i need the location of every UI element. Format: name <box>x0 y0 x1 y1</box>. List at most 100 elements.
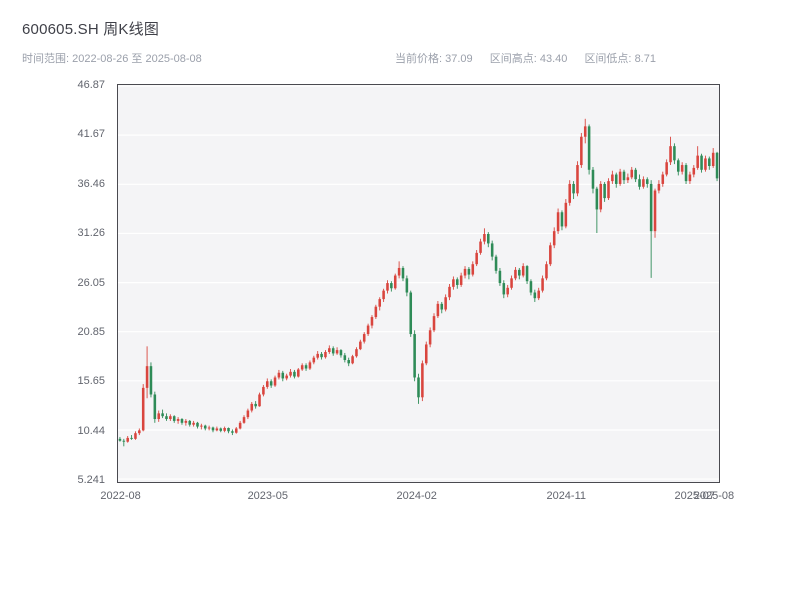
y-tick-label: 46.87 <box>77 79 105 92</box>
candle-body <box>176 419 180 421</box>
candle-body <box>549 245 552 265</box>
candle-body <box>130 437 133 439</box>
x-tick-label: 2024-02 <box>396 490 437 502</box>
candle-body <box>184 420 188 423</box>
candle-body <box>463 268 467 276</box>
candle-body <box>677 160 680 172</box>
candle-body <box>370 317 374 326</box>
candle-body <box>614 174 618 184</box>
candle-body <box>324 351 327 358</box>
candle-body <box>145 366 149 388</box>
candle-body <box>684 165 688 182</box>
price-stats: 当前价格: 37.09 区间高点: 43.40 区间低点: 8.71 <box>395 50 670 66</box>
y-tick-label: 26.05 <box>77 276 105 289</box>
candle-body <box>242 417 246 423</box>
candle-body <box>704 158 707 170</box>
x-tick-label: 2022-08 <box>100 490 141 502</box>
candle-body <box>343 355 347 361</box>
candle-body <box>347 360 350 364</box>
candle-body <box>293 371 296 377</box>
y-tick-label: 41.67 <box>77 128 105 141</box>
candle-body <box>521 266 525 276</box>
candle-body <box>572 183 575 194</box>
candle-body <box>533 292 537 299</box>
y-tick-label: 20.85 <box>77 325 105 338</box>
candle-body <box>200 425 203 427</box>
candle-body <box>300 365 304 370</box>
candle-body <box>285 375 288 379</box>
candle-body <box>487 233 490 244</box>
range-high-stat: 区间高点: 43.40 <box>489 53 568 65</box>
candle-body <box>374 306 378 318</box>
candle-body <box>711 152 715 167</box>
candle-body <box>289 371 292 376</box>
x-tick-label: 2024-11 <box>546 490 587 502</box>
candle-body <box>525 266 529 282</box>
candle-body <box>413 334 416 378</box>
candle-body <box>281 372 285 379</box>
candle-body <box>502 283 506 295</box>
current-price-stat: 当前价格: 37.09 <box>395 53 473 65</box>
candle-body <box>359 341 362 350</box>
candle-body <box>564 202 568 227</box>
candle-body <box>529 281 533 293</box>
candle-body <box>490 243 494 257</box>
candle-body <box>393 275 397 289</box>
candle-body <box>262 386 265 395</box>
candle-body <box>258 394 261 407</box>
candle-body <box>320 353 323 358</box>
candle-body <box>254 403 257 407</box>
candle-body <box>424 344 428 364</box>
candle-body <box>428 330 432 345</box>
candle-body <box>339 350 343 356</box>
candle-body <box>611 174 614 182</box>
candle-body <box>436 303 440 317</box>
candle-body <box>207 427 211 429</box>
candle-body <box>708 158 711 167</box>
range-low-stat: 区间低点: 8.71 <box>584 53 656 65</box>
y-axis-labels: 46.87 41.67 36.46 31.26 26.05 20.85 15.65 10.44… <box>0 79 110 487</box>
candle-body <box>448 286 451 298</box>
candle-body <box>266 381 269 387</box>
candle-body <box>603 183 606 199</box>
candle-body <box>409 292 413 335</box>
x-tick-label: 2025-07 <box>674 490 715 502</box>
x-tick-label: 2023-05 <box>247 490 288 502</box>
y-tick-label: 15.65 <box>77 375 105 388</box>
candle-body <box>277 372 281 378</box>
candle-body <box>669 146 672 163</box>
page-title: 600605.SH 周K线图 <box>22 21 160 38</box>
candle-body <box>165 416 168 420</box>
candle-body <box>556 212 560 232</box>
candle-body <box>362 334 366 342</box>
y-tick-label: 36.46 <box>77 177 105 190</box>
plot-background <box>118 85 719 482</box>
candle-body <box>467 268 471 275</box>
candle-body <box>432 316 436 331</box>
candle-body <box>595 188 599 210</box>
candle-body <box>397 267 401 276</box>
candle-body <box>665 162 668 175</box>
date-range-label: 时间范围: 2022-08-26 至 2025-08-08 <box>22 53 202 65</box>
candlestick-chart <box>118 85 719 482</box>
candle-body <box>440 303 444 310</box>
candle-body <box>479 241 482 253</box>
y-tick-label: 5.241 <box>77 474 105 487</box>
candle-body <box>541 278 544 291</box>
candle-body <box>626 177 630 181</box>
candle-body <box>192 422 195 425</box>
candle-body <box>219 428 223 431</box>
candle-body <box>618 171 622 184</box>
candle-body <box>576 165 579 194</box>
candle-body <box>537 290 540 299</box>
candle-body <box>661 174 665 184</box>
candle-body <box>657 183 661 191</box>
candle-body <box>630 169 634 178</box>
candle-body <box>638 179 641 187</box>
candle-body <box>308 362 312 369</box>
candle-body <box>452 279 455 287</box>
candle-body <box>238 422 242 429</box>
candle-body <box>126 437 129 442</box>
candle-body <box>545 264 548 279</box>
candle-body <box>518 269 521 276</box>
